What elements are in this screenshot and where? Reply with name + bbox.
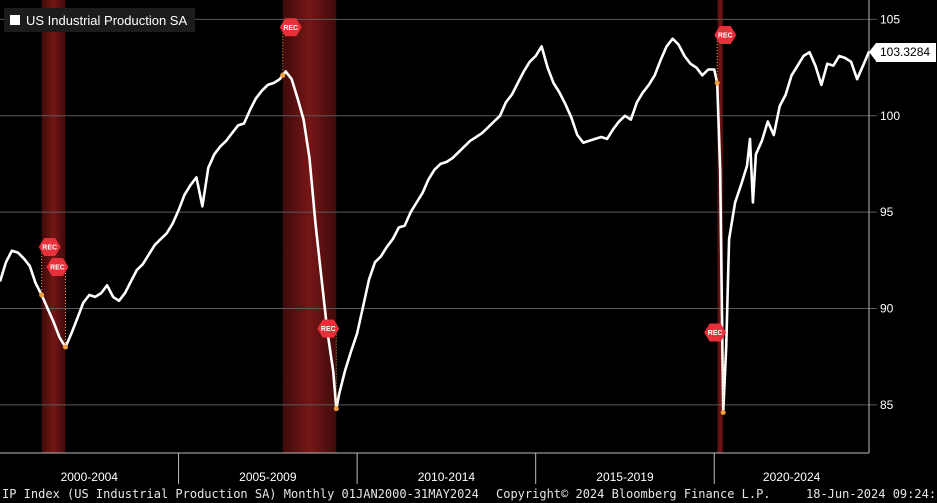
rec-marker-shape: [279, 18, 302, 37]
rec-end-dot: [333, 406, 339, 412]
rec-marker-label: REC: [50, 265, 65, 272]
footer-timestamp: 18-Jun-2024 09:24:14: [806, 487, 937, 501]
y-tick-label: 100: [880, 109, 900, 123]
rec-start-dot: [714, 80, 720, 86]
rec-marker-label: REC: [718, 33, 733, 40]
series-line-industrial-production: [0, 37, 871, 414]
last-value-label: 103.3284: [880, 45, 931, 59]
rec-marker-shape: [704, 323, 727, 342]
x-tick-label: 2010-2014: [418, 470, 476, 484]
y-tick-label: 85: [880, 398, 894, 412]
x-tick-label: 2005-2009: [239, 470, 297, 484]
rec-start-marker: REC: [279, 18, 302, 37]
footer-security-info: IP Index (US Industrial Production SA) M…: [2, 487, 479, 501]
x-tick-label: 2000-2004: [61, 470, 119, 484]
y-tick-label: 90: [880, 301, 894, 315]
rec-marker-label: REC: [283, 25, 298, 32]
rec-marker-shape: [317, 319, 340, 338]
y-tick-label: 95: [880, 205, 894, 219]
rec-start-marker: REC: [38, 237, 61, 256]
x-tick-label: 2020-2024: [763, 470, 821, 484]
x-tick-label: 2015-2019: [596, 470, 654, 484]
y-tick-label: 105: [880, 12, 900, 26]
rec-marker-label: REC: [42, 244, 57, 251]
rec-start-dot: [280, 72, 286, 78]
rec-start-marker: REC: [714, 26, 737, 45]
rec-end-dot: [720, 410, 726, 416]
legend-swatch: [10, 15, 20, 25]
rec-marker-label: REC: [708, 330, 723, 337]
chart-legend[interactable]: US Industrial Production SA: [4, 8, 196, 32]
recession-band: [41, 0, 66, 453]
rec-end-marker: REC: [704, 323, 727, 342]
rec-marker-shape: [46, 258, 69, 277]
last-value-tag: 103.3284: [869, 43, 936, 62]
recession-band: [282, 0, 337, 453]
footer-bar: IP Index (US Industrial Production SA) M…: [0, 486, 937, 503]
rec-end-marker: REC: [46, 258, 69, 277]
rec-end-marker: REC: [317, 319, 340, 338]
rec-marker-shape: [714, 26, 737, 45]
rec-marker-shape: [38, 237, 61, 256]
footer-copyright: Copyright© 2024 Bloomberg Finance L.P.: [496, 487, 771, 501]
legend-label: US Industrial Production SA: [26, 12, 188, 28]
rec-end-dot: [62, 344, 68, 350]
rec-start-dot: [39, 292, 45, 298]
rec-marker-label: REC: [321, 326, 336, 333]
